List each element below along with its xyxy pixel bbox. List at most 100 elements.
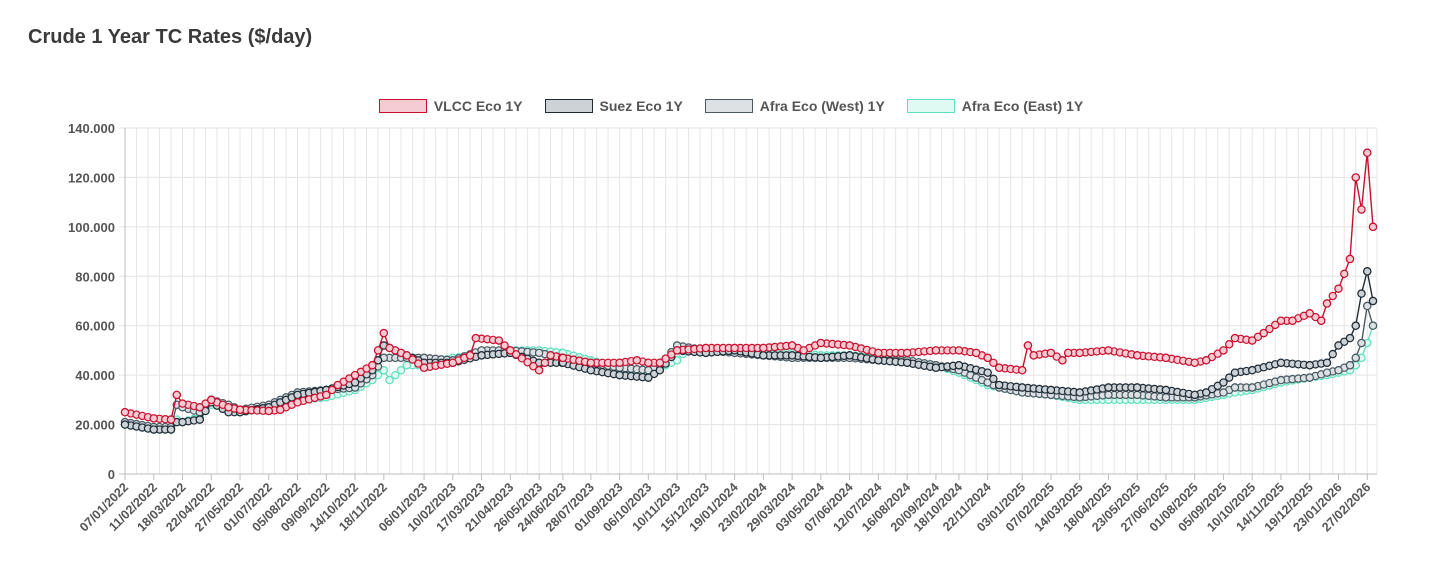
data-point bbox=[1225, 373, 1234, 382]
legend-swatch-afra-west bbox=[704, 99, 753, 113]
data-point bbox=[701, 343, 711, 353]
data-point bbox=[465, 351, 475, 360]
data-point bbox=[845, 351, 854, 360]
data-point bbox=[207, 395, 216, 405]
data-point bbox=[1202, 388, 1211, 397]
data-point bbox=[655, 358, 665, 367]
data-point bbox=[1219, 346, 1228, 355]
data-point bbox=[195, 403, 204, 412]
data-point bbox=[224, 403, 233, 412]
data-point bbox=[494, 336, 504, 345]
y-tick-label: 140.000 bbox=[68, 121, 115, 136]
data-point bbox=[391, 370, 400, 380]
data-point bbox=[523, 358, 532, 367]
data-point bbox=[1253, 332, 1263, 342]
data-point bbox=[500, 341, 509, 350]
y-tick-label: 0 bbox=[108, 467, 115, 482]
data-point bbox=[120, 408, 130, 417]
legend-swatch-suez bbox=[544, 99, 593, 113]
data-point bbox=[1345, 361, 1355, 370]
data-point bbox=[546, 351, 555, 360]
data-point bbox=[1368, 321, 1378, 330]
data-point bbox=[402, 361, 412, 370]
legend-item-suez[interactable]: Suez Eco 1Y bbox=[544, 98, 683, 114]
data-point bbox=[1248, 366, 1257, 375]
data-point bbox=[644, 373, 653, 382]
data-point bbox=[385, 343, 394, 353]
data-point bbox=[1340, 337, 1349, 346]
data-point bbox=[178, 399, 187, 408]
legend-item-vlcc[interactable]: VLCC Eco 1Y bbox=[378, 98, 523, 114]
data-point bbox=[1161, 385, 1171, 395]
data-point bbox=[1075, 388, 1084, 397]
data-point bbox=[1104, 346, 1113, 355]
legend-swatch-afra-east bbox=[906, 99, 955, 113]
legend-item-afra-east[interactable]: Afra Eco (East) 1Y bbox=[906, 98, 1084, 114]
data-point bbox=[931, 346, 941, 355]
data-point bbox=[615, 358, 624, 367]
data-point bbox=[1363, 301, 1372, 311]
series-afra-eco-east-1y bbox=[120, 321, 1378, 434]
data-point bbox=[385, 375, 394, 385]
series-line bbox=[124, 305, 1374, 428]
data-point bbox=[1271, 320, 1280, 330]
series-vlcc-eco-1y bbox=[120, 148, 1378, 424]
data-point bbox=[1357, 338, 1366, 348]
legend-item-afra-west[interactable]: Afra Eco (West) 1Y bbox=[704, 98, 885, 114]
data-point bbox=[517, 354, 527, 363]
data-point bbox=[264, 406, 273, 416]
data-point bbox=[759, 351, 768, 360]
y-tick-label: 100.000 bbox=[68, 220, 115, 235]
data-point bbox=[1190, 390, 1199, 400]
data-point bbox=[1046, 348, 1056, 358]
data-point bbox=[1202, 356, 1211, 365]
data-point bbox=[1345, 333, 1355, 343]
data-point bbox=[902, 348, 912, 358]
data-point bbox=[534, 348, 544, 358]
data-point bbox=[954, 346, 964, 355]
data-point bbox=[1133, 390, 1142, 400]
data-point bbox=[874, 356, 883, 365]
data-point bbox=[419, 363, 429, 372]
data-point bbox=[902, 358, 912, 367]
data-point bbox=[506, 346, 515, 355]
data-point bbox=[1075, 348, 1084, 358]
y-tick-label: 120.000 bbox=[68, 170, 115, 185]
data-point bbox=[1305, 361, 1314, 370]
data-point bbox=[816, 353, 826, 363]
data-point bbox=[989, 374, 998, 384]
chart-grid bbox=[119, 127, 1378, 475]
data-point bbox=[1104, 383, 1113, 392]
data-point bbox=[661, 354, 670, 363]
data-point bbox=[368, 361, 377, 370]
data-point bbox=[1230, 368, 1240, 377]
data-point bbox=[1161, 353, 1171, 363]
data-point bbox=[149, 414, 158, 423]
data-point bbox=[1161, 393, 1171, 402]
data-point bbox=[1276, 316, 1286, 325]
data-point bbox=[408, 355, 417, 364]
data-point bbox=[1052, 352, 1061, 361]
y-tick-label: 80.000 bbox=[75, 269, 115, 284]
data-point bbox=[1029, 351, 1038, 360]
data-point bbox=[1023, 341, 1033, 350]
y-tick-label: 60.000 bbox=[75, 319, 115, 334]
data-point bbox=[558, 353, 568, 363]
chart-series bbox=[120, 148, 1378, 434]
data-point bbox=[1322, 368, 1332, 377]
data-point bbox=[1363, 148, 1372, 157]
data-point bbox=[373, 346, 383, 355]
data-point bbox=[1351, 173, 1360, 182]
data-point bbox=[983, 353, 992, 363]
data-point bbox=[971, 348, 981, 358]
data-point bbox=[1368, 222, 1378, 232]
data-point bbox=[471, 333, 481, 343]
data-point bbox=[787, 341, 797, 350]
legend-label-afra-east: Afra Eco (East) 1Y bbox=[961, 98, 1084, 114]
data-point bbox=[540, 358, 550, 367]
legend-label-suez: Suez Eco 1Y bbox=[599, 98, 683, 114]
data-point bbox=[293, 398, 302, 407]
data-point bbox=[1259, 328, 1268, 338]
data-point bbox=[983, 378, 992, 387]
